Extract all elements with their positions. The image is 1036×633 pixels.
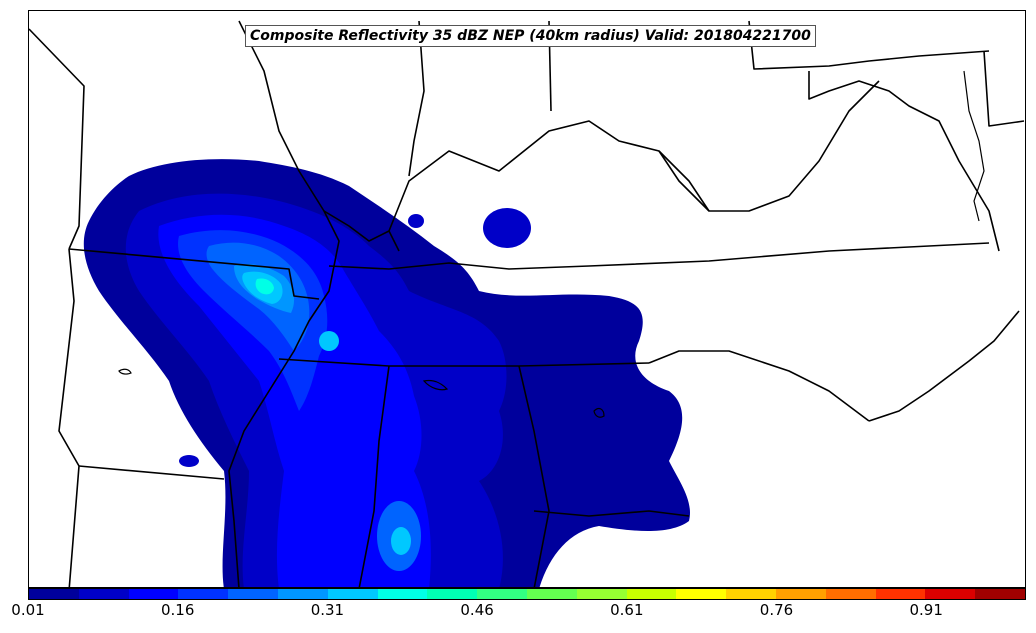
colorbar-tick-label: 0.76 <box>759 601 794 619</box>
colorbar-segment <box>526 589 577 599</box>
prob-cell-small <box>179 455 199 467</box>
boundary-maryland-virginia <box>808 71 1000 252</box>
colorbar-segment <box>427 589 478 599</box>
colorbar-segment <box>825 589 876 599</box>
lake-2 <box>593 407 605 418</box>
boundary-mississippi-river <box>228 20 340 587</box>
colorbar-segment <box>975 589 1025 599</box>
colorbar-segment <box>128 589 179 599</box>
boundary-arkansas-louisiana <box>78 465 225 480</box>
colorbar-segment <box>78 589 129 599</box>
boundary-tennessee-south <box>278 358 650 367</box>
prob-hotspot <box>255 278 274 295</box>
boundary-alabama-georgia <box>518 365 550 587</box>
boundary-georgia-carolina <box>648 350 870 422</box>
boundary-kentucky-ohio <box>388 120 710 232</box>
colorbar-tick-label: 0.61 <box>610 601 644 619</box>
boundary-kansas-missouri <box>29 28 85 250</box>
boundary-mississippi-alabama <box>358 365 390 587</box>
prob-cell-alabama-core <box>391 527 411 555</box>
boundary-indiana-illinois <box>408 20 425 177</box>
colorbar-segment <box>626 589 677 599</box>
colorbar-segment <box>477 589 527 599</box>
colorbar-tick-label: 0.16 <box>160 601 195 619</box>
boundary-south-carolina-coast <box>868 310 1020 422</box>
boundary-tennessee-north <box>328 242 990 270</box>
colorbar-segment <box>925 589 976 599</box>
colorbar-segment <box>875 589 926 599</box>
chesapeake-bay <box>963 70 985 222</box>
boundary-ohio-river <box>323 210 400 252</box>
prob-cell-kentucky <box>483 208 531 248</box>
probability-map <box>29 20 1025 587</box>
colorbar-segment <box>775 589 826 599</box>
boundary-wv-virginia <box>658 80 880 212</box>
map-panel: Composite Reflectivity 35 dBZ NEP (40km … <box>28 10 1026 588</box>
colorbar-segment <box>277 589 328 599</box>
map-title: Composite Reflectivity 35 dBZ NEP (40km … <box>245 25 816 47</box>
colorbar-segment <box>327 589 378 599</box>
boundary-missouri-arkansas <box>68 248 320 300</box>
lake-1 <box>422 379 449 391</box>
colorbar-tick-label: 0.46 <box>460 601 494 619</box>
boundary-oklahoma-arkansas <box>58 248 80 587</box>
colorbar-segment <box>726 589 776 599</box>
state-boundaries <box>29 20 1025 587</box>
colorbar-tick-label: 0.01 <box>11 601 45 619</box>
colorbar-segment <box>676 589 727 599</box>
colorbar-segment <box>576 589 627 599</box>
probability-field <box>83 159 690 587</box>
prob-cell-small-2 <box>408 214 424 228</box>
prob-cell-ms <box>319 331 339 351</box>
colorbar <box>28 588 1026 600</box>
colorbar-segment <box>178 589 229 599</box>
water-features <box>118 70 985 418</box>
boundary-georgia-florida <box>533 510 690 517</box>
lake-3 <box>118 368 132 375</box>
colorbar-tick-label: 0.91 <box>909 601 943 619</box>
boundary-delaware <box>983 50 1025 127</box>
colorbar-segment <box>228 589 278 599</box>
colorbar-tick-label: 0.31 <box>310 601 345 619</box>
boundary-pennsylvania <box>748 20 990 70</box>
colorbar-segment <box>29 589 79 599</box>
colorbar-segment <box>377 589 428 599</box>
